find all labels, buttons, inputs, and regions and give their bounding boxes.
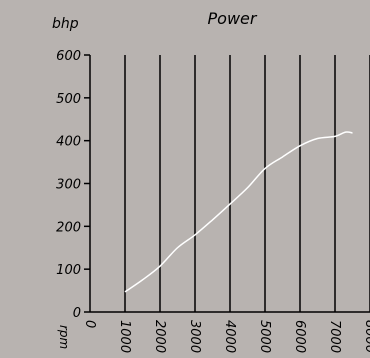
y-tick-label-0: 0 [73, 306, 81, 321]
x-tick-label-3000: 3000 [187, 320, 202, 353]
y-axis-label: bhp [52, 16, 79, 32]
x-ticks: 0 1000 2000 3000 4000 5000 6000 7000 8000 [82, 320, 370, 353]
x-tick-label-5000: 5000 [257, 320, 272, 353]
y-tick-label-300: 300 [56, 178, 81, 193]
x-tick-label-7000: 7000 [327, 320, 342, 353]
power-series-line [124, 131, 353, 293]
x-axis-label: rpm [57, 325, 71, 349]
x-tick-label-8000: 8000 [362, 320, 370, 353]
chart-title: Power [208, 9, 258, 28]
y-tick-label-500: 500 [56, 92, 81, 107]
grid-lines [124, 55, 370, 312]
x-tick-label-4000: 4000 [222, 320, 237, 353]
x-tick-label-0: 0 [82, 320, 97, 328]
y-tick-label-100: 100 [56, 263, 81, 278]
x-tick-label-6000: 6000 [292, 320, 307, 353]
y-tick-label-400: 400 [56, 135, 81, 150]
y-ticks: 0 100 200 300 400 500 600 [56, 49, 90, 321]
x-tick-label-2000: 2000 [152, 320, 167, 353]
y-tick-label-600: 600 [56, 49, 81, 64]
y-tick-label-200: 200 [56, 220, 81, 235]
x-tick-label-1000: 1000 [117, 320, 132, 353]
